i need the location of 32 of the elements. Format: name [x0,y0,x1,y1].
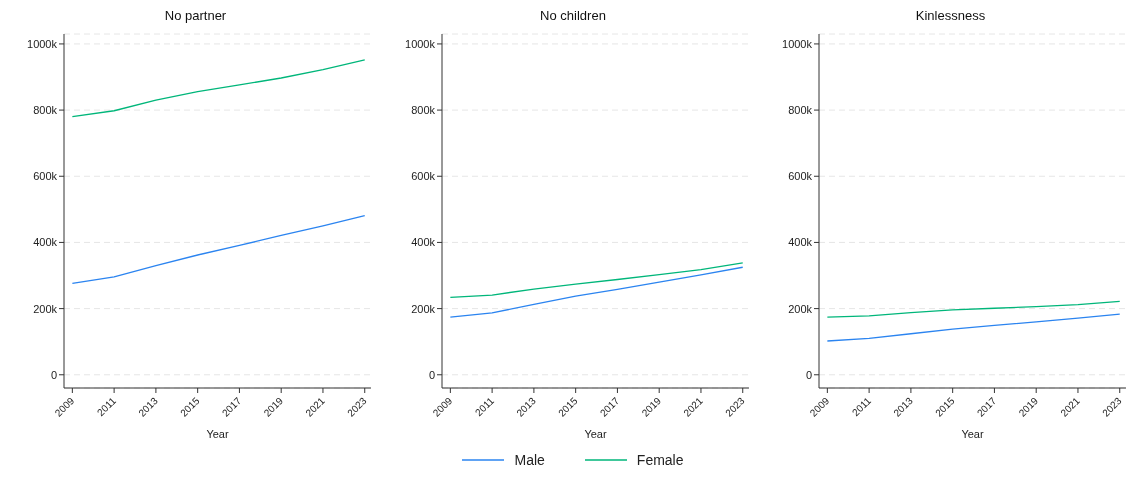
y-tick-label: 600k [788,170,813,183]
x-axis-title: Year [206,428,229,440]
chart-title: No children [539,8,607,25]
legend-label: Male [514,452,545,468]
line-series [826,313,1121,342]
x-axis-title: Year [961,428,984,440]
chart-title: Kinlessness [914,8,987,25]
y-tick-label: 200k [788,302,813,315]
y-tick-label: 0 [428,368,435,381]
chart-title: No partner [163,8,228,25]
y-tick-label: 0 [805,368,812,381]
y-tick-label: 800k [410,104,435,116]
y-tick-label: 600k [410,170,435,183]
legend-label: Female [636,452,684,468]
y-tick-label: 0 [50,368,57,381]
y-tick-label: 400k [410,236,435,249]
line-series [71,214,366,285]
y-tick-label: 1000k [27,37,58,50]
line-series [826,300,1121,318]
y-tick-label: 1000k [782,37,813,50]
y-tick-label: 800k [33,104,58,116]
y-tick-label: 600k [33,170,58,183]
x-axis-title: Year [583,428,607,440]
line-series [449,266,743,318]
y-tick-label: 200k [410,302,435,315]
y-tick-label: 800k [788,104,813,116]
y-tick-label: 400k [788,236,813,249]
y-tick-label: 400k [33,236,58,249]
line-series [71,59,366,118]
y-tick-label: 1000k [404,37,435,50]
line-series [449,262,743,298]
y-tick-label: 200k [33,302,58,315]
